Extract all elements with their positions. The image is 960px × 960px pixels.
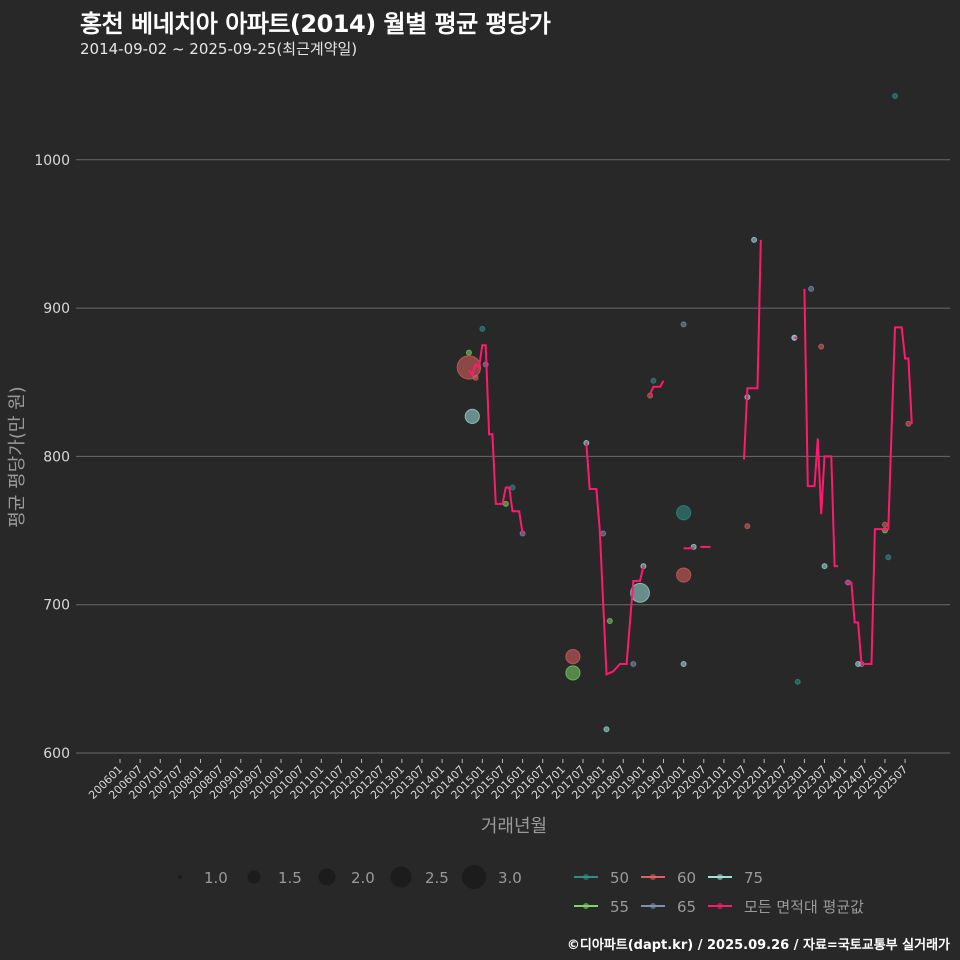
data-point xyxy=(650,377,657,384)
data-point xyxy=(751,236,758,243)
average-line-segment xyxy=(649,380,665,395)
average-line-segment xyxy=(844,326,913,665)
data-point xyxy=(565,665,581,681)
data-point xyxy=(456,355,482,380)
data-point xyxy=(600,530,607,537)
data-point xyxy=(465,349,472,356)
legend-key-dot xyxy=(650,874,656,880)
data-point xyxy=(630,582,650,603)
size-legend-dot xyxy=(390,866,412,888)
y-tick-label: 900 xyxy=(43,301,70,317)
average-line xyxy=(468,239,913,676)
area-legend-label: 55 xyxy=(610,898,629,916)
data-point xyxy=(676,505,692,521)
chart-subtitle: 2014-09-02 ~ 2025-09-25(최근계약일) xyxy=(80,40,358,58)
data-point xyxy=(885,554,892,561)
legend-key-dot xyxy=(650,903,656,909)
data-point xyxy=(808,285,815,292)
size-legend-label: 1.0 xyxy=(204,869,228,887)
data-point xyxy=(479,325,486,332)
data-point xyxy=(472,374,479,381)
data-point xyxy=(744,523,751,530)
data-point xyxy=(603,726,610,733)
area-legend-label: 75 xyxy=(744,869,763,887)
y-tick-label: 1000 xyxy=(34,153,70,169)
data-point xyxy=(676,567,692,583)
data-point xyxy=(630,661,637,668)
legend-key-dot xyxy=(583,874,589,880)
size-legend-label: 2.0 xyxy=(351,869,375,887)
scatter-points xyxy=(456,93,912,733)
area-legend-label: 65 xyxy=(677,898,696,916)
x-axis-ticks: 2006012006072007012007072008012008072009… xyxy=(86,759,910,802)
data-point xyxy=(680,661,687,668)
average-line-segment xyxy=(743,239,762,460)
size-legend-dot xyxy=(178,875,182,879)
data-point xyxy=(818,343,825,350)
data-point xyxy=(502,500,509,507)
data-point xyxy=(892,93,899,100)
area-legend-label: 50 xyxy=(610,869,629,887)
y-tick-label: 800 xyxy=(43,449,70,465)
x-axis-title: 거래년월 xyxy=(481,816,547,837)
size-legend-label: 2.5 xyxy=(425,869,449,887)
area-legend-label: 60 xyxy=(677,869,696,887)
data-point xyxy=(680,321,687,328)
legend-key-dot xyxy=(583,903,589,909)
size-legend-dot xyxy=(318,868,336,886)
data-point xyxy=(881,521,888,528)
legend-key-dot xyxy=(717,874,723,880)
area-legend: 50 60 75 55 65 모든 면적대 평균값 xyxy=(574,869,864,916)
y-axis-title: 평균 평당가(만 원) xyxy=(7,386,28,527)
y-axis-ticks: 600 700 800 900 1000 xyxy=(34,153,70,762)
size-legend-label: 1.5 xyxy=(278,869,302,887)
data-point xyxy=(509,484,516,491)
y-tick-label: 700 xyxy=(43,598,70,614)
data-point xyxy=(905,420,912,427)
footer-credit: ©디아파트(dapt.kr) / 2025.09.26 / 자료=국토교통부 실… xyxy=(566,938,950,953)
size-legend: 1.0 1.5 2.0 2.5 3.0 xyxy=(178,865,522,889)
average-line-segment xyxy=(803,288,838,568)
size-legend-dot xyxy=(247,870,261,884)
area-legend-label: 모든 면적대 평균값 xyxy=(744,898,864,916)
average-line-segment xyxy=(468,344,524,534)
data-point xyxy=(794,678,801,685)
size-legend-label: 3.0 xyxy=(498,869,522,887)
data-point xyxy=(606,618,613,625)
legend-key-dot xyxy=(717,903,723,909)
data-point xyxy=(855,661,862,668)
data-point xyxy=(464,408,480,424)
average-line-segment xyxy=(585,443,645,676)
data-point xyxy=(821,563,828,570)
chart-title: 홍천 베네치아 아파트(2014) 월별 평균 평당가 xyxy=(80,10,551,38)
size-legend-dot xyxy=(462,865,486,889)
y-tick-label: 600 xyxy=(43,746,70,762)
data-point xyxy=(565,649,581,665)
